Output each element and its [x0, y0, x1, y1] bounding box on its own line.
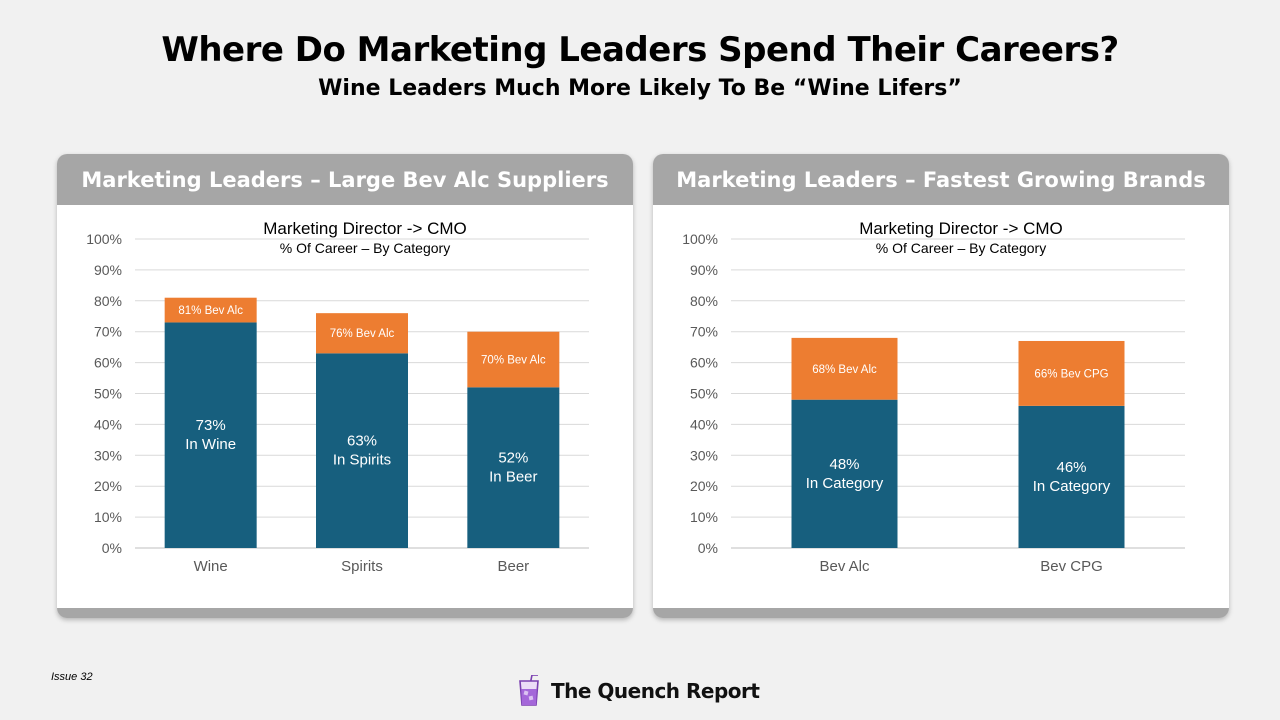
data-label-category: In Spirits	[333, 452, 391, 469]
brand-logo: The Quench Report	[517, 674, 760, 708]
x-tick-label: Spirits	[341, 558, 383, 575]
y-tick-label: 0%	[102, 540, 122, 556]
x-tick-label: Wine	[194, 558, 228, 575]
chart-panel-large-suppliers: Marketing Leaders – Large Bev Alc Suppli…	[57, 154, 633, 618]
y-tick-label: 50%	[690, 386, 718, 402]
x-tick-label: Bev Alc	[819, 558, 870, 575]
y-tick-label: 70%	[94, 324, 122, 340]
panel-footer-bar	[653, 608, 1229, 618]
chart-title: Marketing Director -> CMO	[263, 219, 467, 238]
y-tick-label: 40%	[690, 416, 718, 432]
data-label-category: In Beer	[489, 469, 537, 486]
y-tick-label: 60%	[94, 355, 122, 371]
data-label-total: 66% Bev CPG	[1034, 368, 1108, 380]
y-tick-label: 90%	[690, 262, 718, 278]
y-tick-label: 50%	[94, 386, 122, 402]
data-label-value: 46%	[1056, 459, 1086, 476]
glass-icon	[519, 675, 539, 706]
panel-title: Marketing Leaders – Large Bev Alc Suppli…	[57, 154, 633, 205]
data-label-value: 52%	[498, 450, 528, 467]
data-label-category: In Category	[1033, 478, 1111, 495]
y-tick-label: 100%	[682, 231, 718, 247]
y-tick-label: 20%	[690, 478, 718, 494]
data-label-value: 48%	[829, 456, 859, 473]
bar-bev-alc	[791, 337, 898, 400]
page-title: Where Do Marketing Leaders Spend Their C…	[161, 30, 1119, 70]
data-label-value: 63%	[347, 433, 377, 450]
bar-in-category	[791, 399, 898, 548]
bar-in-category	[467, 387, 560, 548]
x-tick-label: Bev CPG	[1040, 558, 1103, 575]
data-label-total: 70% Bev Alc	[481, 355, 546, 367]
data-label-total: 76% Bev Alc	[330, 328, 395, 340]
panel-title: Marketing Leaders – Fastest Growing Bran…	[653, 154, 1229, 205]
issue-label: Issue 32	[51, 671, 93, 683]
y-tick-label: 70%	[690, 324, 718, 340]
y-tick-label: 60%	[690, 355, 718, 371]
chart-title: Marketing Director -> CMO	[859, 219, 1063, 238]
y-tick-label: 80%	[690, 293, 718, 309]
bar-bev-alc	[1018, 340, 1125, 406]
data-label-total: 68% Bev Alc	[812, 364, 877, 376]
bar-in-category	[1018, 405, 1125, 548]
y-tick-label: 90%	[94, 262, 122, 278]
y-tick-label: 30%	[94, 447, 122, 463]
chart-subtitle: % Of Career – By Category	[280, 240, 450, 256]
x-tick-label: Beer	[497, 558, 529, 575]
y-tick-label: 100%	[86, 231, 122, 247]
data-label-category: In Category	[806, 475, 884, 492]
bar-bev-alc	[316, 313, 408, 354]
bar-bev-alc	[164, 297, 257, 323]
chart-subtitle: % Of Career – By Category	[876, 240, 1046, 256]
bar-bev-alc	[467, 331, 560, 388]
brand-name: The Quench Report	[551, 679, 760, 703]
bar-in-category	[316, 353, 408, 548]
data-label-category: In Wine	[185, 436, 236, 453]
page-subtitle: Wine Leaders Much More Likely To Be “Win…	[318, 76, 962, 101]
chart-panel-fastest-growing: Marketing Leaders – Fastest Growing Bran…	[653, 154, 1229, 618]
y-tick-label: 0%	[698, 540, 718, 556]
bar-in-category	[164, 322, 257, 548]
y-tick-label: 20%	[94, 478, 122, 494]
y-tick-label: 30%	[690, 447, 718, 463]
y-tick-label: 10%	[94, 509, 122, 525]
panel-footer-bar	[57, 608, 633, 618]
data-label-total: 81% Bev Alc	[178, 305, 243, 317]
chart-fastest-growing: 0% 10% 20% 30% 40% 50% 60% 70% 80% 90% 100% Marketi…	[682, 219, 1185, 575]
y-tick-label: 40%	[94, 416, 122, 432]
chart-large-suppliers: 0% 10% 20% 30% 40% 50% 60% 70% 80% 90% 100% Marketi…	[86, 219, 589, 575]
y-tick-label: 80%	[94, 293, 122, 309]
y-tick-label: 10%	[690, 509, 718, 525]
data-label-value: 73%	[196, 417, 226, 434]
